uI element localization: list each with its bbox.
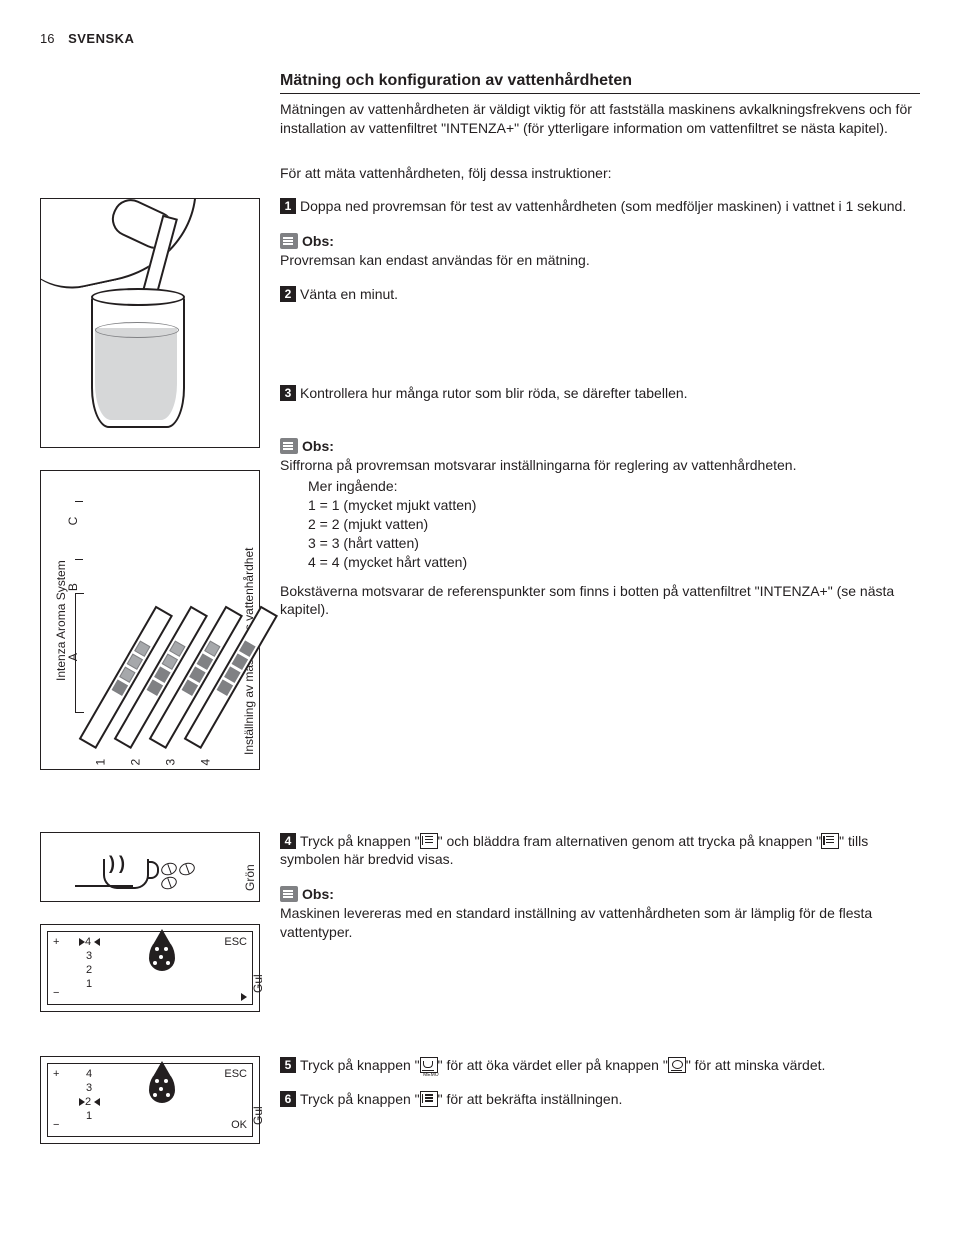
menu-icon <box>420 833 438 849</box>
label-intenza: Intenza Aroma System <box>53 560 69 681</box>
step-5: 5Tryck på knappen "MEMO" för att öka vär… <box>280 1056 920 1075</box>
step-3: 3Kontrollera hur många rutor som blir rö… <box>280 384 920 403</box>
step-badge: 3 <box>280 385 296 401</box>
language-label: SVENSKA <box>68 31 134 46</box>
letter-b: B <box>65 583 81 591</box>
drop-icon <box>149 1071 175 1103</box>
section-title: Mätning och konfiguration av vattenhårdh… <box>280 70 920 95</box>
letter-c: C <box>65 516 81 525</box>
page-header: 16 SVENSKA <box>40 30 920 48</box>
lead-text: För att mäta vattenhårdheten, följ dessa… <box>280 164 920 183</box>
figure-dip-strip <box>40 198 260 448</box>
bean-icon <box>668 1057 686 1073</box>
num-3: 3 <box>162 759 178 766</box>
note-1: Obs: Provremsan kan endast användas för … <box>280 232 920 270</box>
beans-icon <box>161 863 197 889</box>
step-badge: 4 <box>280 833 296 849</box>
cup-memo-icon: MEMO <box>420 1057 438 1073</box>
step-badge: 5 <box>280 1057 296 1073</box>
note-icon <box>280 233 298 249</box>
menu-icon <box>420 1091 438 1107</box>
step-1: 1Doppa ned provremsan för test av vatten… <box>280 197 920 216</box>
step-badge: 2 <box>280 286 296 302</box>
step-badge: 1 <box>280 198 296 214</box>
figure-display: Grön ) ) <box>40 832 260 902</box>
menu-icon <box>821 833 839 849</box>
label-green: Grön <box>242 864 258 891</box>
note-icon <box>280 886 298 902</box>
step-4: 4Tryck på knappen "" och bläddra fram al… <box>280 832 920 870</box>
figure-strip-chart: Intenza Aroma System Inställning av mask… <box>40 470 260 770</box>
intro-text: Mätningen av vattenhårdheten är väldigt … <box>280 100 920 138</box>
num-1: 1 <box>92 759 108 766</box>
num-2: 2 <box>127 759 143 766</box>
note-icon <box>280 438 298 454</box>
water-glass <box>81 294 191 434</box>
figure-panel-2: Gul + − 4 3 2 1 <box>40 1056 260 1144</box>
num-4: 4 <box>197 759 213 766</box>
page-number: 16 <box>40 31 54 46</box>
drop-icon <box>149 939 175 971</box>
note-3: Obs: Maskinen levereras med en standard … <box>280 885 920 942</box>
step-badge: 6 <box>280 1091 296 1107</box>
step-2: 2Vänta en minut. <box>280 285 920 304</box>
note-2: Obs: Siffrorna på provremsan motsvarar i… <box>280 437 920 619</box>
step-6: 6Tryck på knappen "" för att bekräfta in… <box>280 1090 920 1109</box>
figure-panel-1: Gul + − 4 3 2 1 <box>40 924 260 1012</box>
